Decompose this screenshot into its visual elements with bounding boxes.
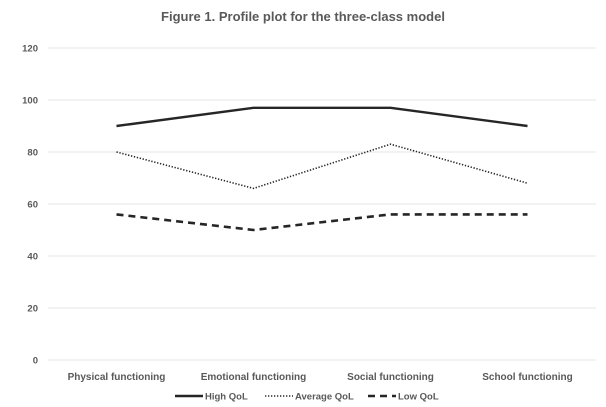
legend-label: Average QoL bbox=[295, 392, 354, 403]
x-tick-label: Physical functioning bbox=[68, 372, 166, 383]
legend-label: Low QoL bbox=[398, 392, 439, 403]
chart-title: Figure 1. Profile plot for the three-cla… bbox=[161, 9, 445, 24]
x-tick-label: School functioning bbox=[482, 372, 573, 383]
series-line-high-qol bbox=[116, 106, 528, 128]
y-tick-label: 120 bbox=[22, 44, 38, 55]
y-tick-label: 0 bbox=[33, 356, 38, 367]
x-tick-label: Emotional functioning bbox=[201, 372, 307, 383]
x-tick-label: Social functioning bbox=[347, 372, 434, 383]
y-tick-label: 60 bbox=[27, 200, 38, 211]
y-tick-label: 20 bbox=[27, 304, 38, 315]
legend-label: High QoL bbox=[205, 392, 248, 403]
y-tick-label: 80 bbox=[27, 148, 38, 159]
y-tick-label: 40 bbox=[27, 252, 38, 263]
y-tick-label: 100 bbox=[22, 96, 38, 107]
series-line-average-qol bbox=[116, 143, 528, 190]
series-line-low-qol bbox=[116, 213, 528, 232]
